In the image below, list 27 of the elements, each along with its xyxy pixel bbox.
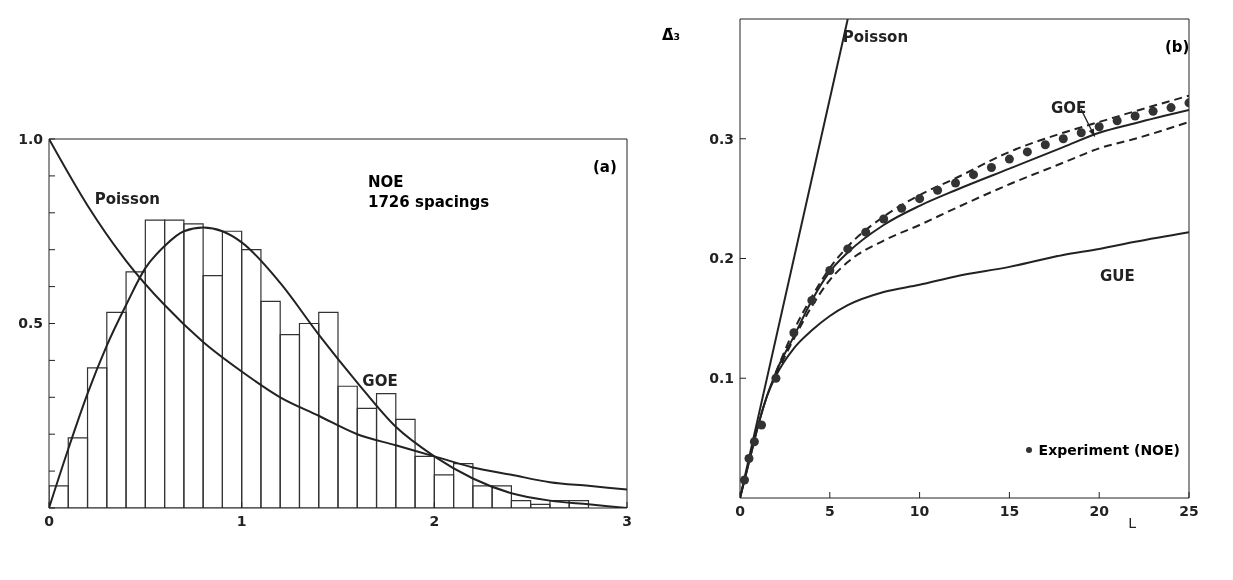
series-label: GUE [1100, 266, 1135, 285]
x-tick-label: 15 [999, 502, 1020, 519]
x-tick-label: 2 [429, 512, 440, 529]
y-axis-title: Δ̄₃ [662, 26, 681, 44]
annotation: NOE [368, 173, 404, 191]
series-label: GOE [362, 372, 398, 390]
x-axis-title: L [1128, 515, 1137, 531]
y-tick-label: 0.5 [18, 315, 43, 332]
series-label: Poisson [842, 28, 909, 46]
annotation: (a) [593, 158, 617, 176]
x-tick-label: 0 [44, 512, 55, 529]
x-tick-label: 0 [735, 502, 746, 519]
y-tick-label: 0.2 [709, 250, 734, 267]
series-label: Poisson [94, 190, 160, 208]
x-tick-label: 5 [824, 502, 835, 519]
y-tick-label: 1.0 [18, 130, 44, 147]
legend-label: Experiment (NOE) [1038, 442, 1180, 458]
annotation: 1726 spacings [368, 193, 490, 211]
y-tick-label: 0.1 [709, 370, 734, 387]
x-tick-label: 1 [236, 512, 247, 529]
x-tick-label: 10 [909, 502, 930, 519]
series-label: GOE [1051, 99, 1087, 118]
x-tick-label: 20 [1089, 502, 1110, 519]
x-tick-label: 3 [622, 512, 632, 529]
annotation: (b) [1165, 38, 1190, 56]
y-tick-label: 0.3 [709, 130, 734, 147]
x-tick-label: 25 [1179, 502, 1199, 519]
